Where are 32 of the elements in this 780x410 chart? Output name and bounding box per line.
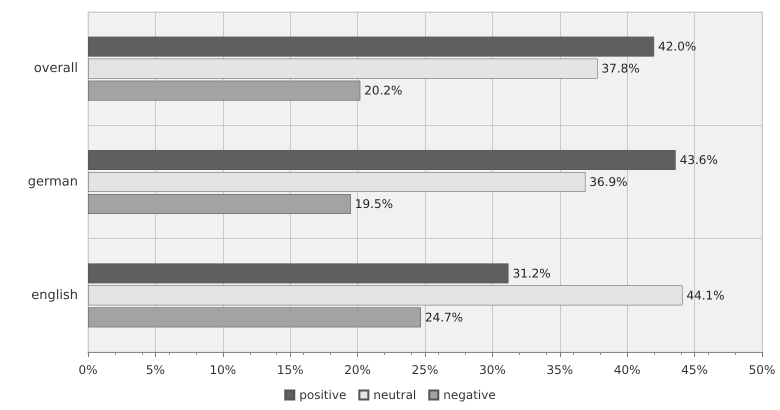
x-tick-label: 10% [209,363,236,377]
legend-label: neutral [373,388,416,402]
bar [88,150,676,170]
y-tick-label: overall [34,61,78,76]
data-label: 19.5% [354,197,393,211]
legend-label: negative [443,388,496,402]
bar [88,80,360,101]
x-tick-label: 25% [412,363,438,377]
legend-label: positive [299,388,346,402]
y-tick-label: english [31,288,78,303]
x-tick-label: 45% [681,363,708,377]
x-tick-label: 20% [344,363,371,377]
x-tick-label: 35% [546,363,574,377]
x-tick-label: 15% [276,363,304,377]
bar [88,194,351,214]
x-tick-label: 40% [614,363,641,377]
data-label: 24.7% [424,310,464,324]
data-label: 20.2% [364,84,402,98]
bar [88,263,509,284]
x-tick-label: 0% [78,363,98,377]
x-tick-label: 5% [146,363,165,377]
data-label: 43.6% [680,153,718,167]
x-tick-label: 50% [748,363,776,377]
data-label: 31.2% [512,266,551,280]
x-tick-label: 30% [479,363,506,377]
data-label: 36.9% [589,175,628,189]
bar [88,36,654,57]
y-tick-label: german [28,174,78,190]
bar [88,307,421,328]
data-label: 37.8% [602,62,640,76]
data-label: 44.1% [686,288,725,302]
data-label: 42.0% [658,40,696,54]
